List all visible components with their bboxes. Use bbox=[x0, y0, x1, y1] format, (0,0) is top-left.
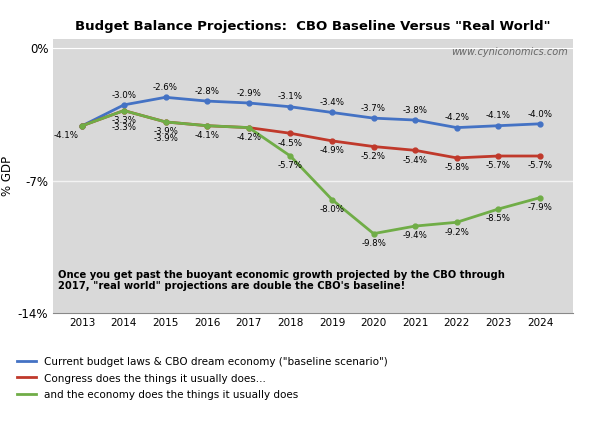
Text: www.cyniconomics.com: www.cyniconomics.com bbox=[452, 47, 568, 57]
Text: -4.1%: -4.1% bbox=[53, 131, 78, 140]
Text: -8.0%: -8.0% bbox=[320, 205, 345, 214]
Text: -4.5%: -4.5% bbox=[278, 139, 303, 148]
Text: -4.1%: -4.1% bbox=[194, 131, 220, 140]
Text: -5.7%: -5.7% bbox=[528, 161, 553, 170]
Text: -9.2%: -9.2% bbox=[444, 227, 469, 236]
Text: -2.6%: -2.6% bbox=[153, 83, 178, 92]
Text: -3.0%: -3.0% bbox=[112, 91, 137, 100]
Legend: Current budget laws & CBO dream economy ("baseline scenario"), Congress does the: Current budget laws & CBO dream economy … bbox=[17, 357, 388, 400]
Text: -3.3%: -3.3% bbox=[112, 116, 137, 125]
Text: -9.4%: -9.4% bbox=[402, 231, 428, 240]
Text: -2.8%: -2.8% bbox=[194, 87, 220, 96]
Text: -7.9%: -7.9% bbox=[528, 203, 553, 212]
Text: -4.1%: -4.1% bbox=[486, 112, 511, 121]
Text: -4.9%: -4.9% bbox=[320, 146, 345, 155]
Text: Once you get past the buoyant economic growth projected by the CBO through
2017,: Once you get past the buoyant economic g… bbox=[59, 269, 505, 291]
Text: -3.8%: -3.8% bbox=[402, 106, 428, 115]
Text: -3.1%: -3.1% bbox=[278, 93, 303, 102]
Text: -5.8%: -5.8% bbox=[444, 163, 469, 172]
Text: -3.4%: -3.4% bbox=[320, 98, 345, 107]
Text: -5.2%: -5.2% bbox=[361, 152, 386, 161]
Text: -4.2%: -4.2% bbox=[444, 113, 469, 122]
Text: -9.8%: -9.8% bbox=[361, 239, 386, 248]
Text: -3.9%: -3.9% bbox=[153, 127, 178, 136]
Text: -3.3%: -3.3% bbox=[112, 123, 137, 132]
Text: -3.9%: -3.9% bbox=[153, 134, 178, 143]
Text: -3.7%: -3.7% bbox=[361, 104, 386, 113]
Text: -4.0%: -4.0% bbox=[528, 109, 553, 118]
Text: -2.9%: -2.9% bbox=[236, 89, 261, 98]
Text: -5.7%: -5.7% bbox=[486, 161, 511, 170]
Text: -5.7%: -5.7% bbox=[278, 161, 303, 170]
Text: -4.2%: -4.2% bbox=[236, 133, 261, 142]
Title: Budget Balance Projections:  CBO Baseline Versus "Real World": Budget Balance Projections: CBO Baseline… bbox=[76, 20, 551, 33]
Text: -5.4%: -5.4% bbox=[402, 156, 428, 165]
Y-axis label: % GDP: % GDP bbox=[1, 156, 14, 196]
Text: -8.5%: -8.5% bbox=[486, 214, 511, 224]
